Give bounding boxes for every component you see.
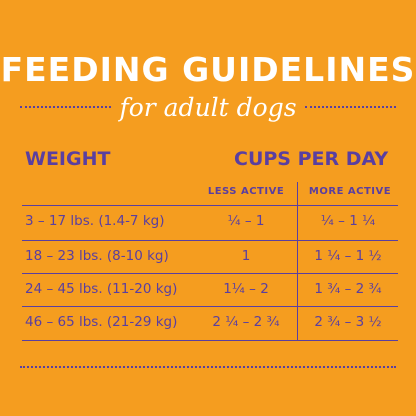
row-divider (22, 340, 398, 341)
row-divider (22, 240, 398, 241)
row-divider (22, 205, 398, 206)
row-divider (22, 273, 398, 274)
less-active-cell: 1¼ – 2 (223, 281, 269, 297)
table-row: 18 – 23 lbs. (8-10 kg) 1 1 ¼ – 1 ½ (0, 241, 416, 271)
less-active-header: LESS ACTIVE (207, 186, 285, 197)
dotted-divider-bottom (20, 366, 396, 368)
more-active-header: MORE ACTIVE (308, 186, 392, 197)
more-active-cell: 1 ¾ – 2 ¾ (314, 281, 382, 297)
column-divider (297, 182, 298, 340)
less-active-cell: 2 ¼ – 2 ¾ (212, 314, 280, 330)
more-active-cell: 2 ¾ – 3 ½ (314, 314, 382, 330)
cups-per-day-header: CUPS PER DAY (234, 148, 389, 170)
subtitle-row: for adult dogs (20, 90, 396, 124)
less-active-cell: 1 (241, 248, 251, 264)
weight-cell: 24 – 45 lbs. (11-20 kg) (25, 281, 178, 297)
page-title: FEEDING GUIDELINES (0, 50, 416, 89)
weight-cell: 18 – 23 lbs. (8-10 kg) (25, 248, 169, 264)
table-row: 46 – 65 lbs. (21-29 kg) 2 ¼ – 2 ¾ 2 ¾ – … (0, 307, 416, 337)
table-row: 24 – 45 lbs. (11-20 kg) 1¼ – 2 1 ¾ – 2 ¾ (0, 274, 416, 304)
subtitle: for adult dogs (119, 92, 297, 122)
weight-header: WEIGHT (25, 148, 111, 170)
dotted-divider-left (20, 106, 112, 108)
weight-cell: 46 – 65 lbs. (21-29 kg) (25, 314, 178, 330)
table-row: 3 – 17 lbs. (1.4-7 kg) ¼ – 1 ¼ – 1 ¼ (0, 206, 416, 236)
dotted-divider-right (304, 106, 396, 108)
row-divider (22, 306, 398, 307)
weight-cell: 3 – 17 lbs. (1.4-7 kg) (25, 213, 165, 229)
more-active-cell: 1 ¼ – 1 ½ (314, 248, 382, 264)
less-active-cell: ¼ – 1 (227, 213, 265, 229)
more-active-cell: ¼ – 1 ¼ (320, 213, 376, 229)
